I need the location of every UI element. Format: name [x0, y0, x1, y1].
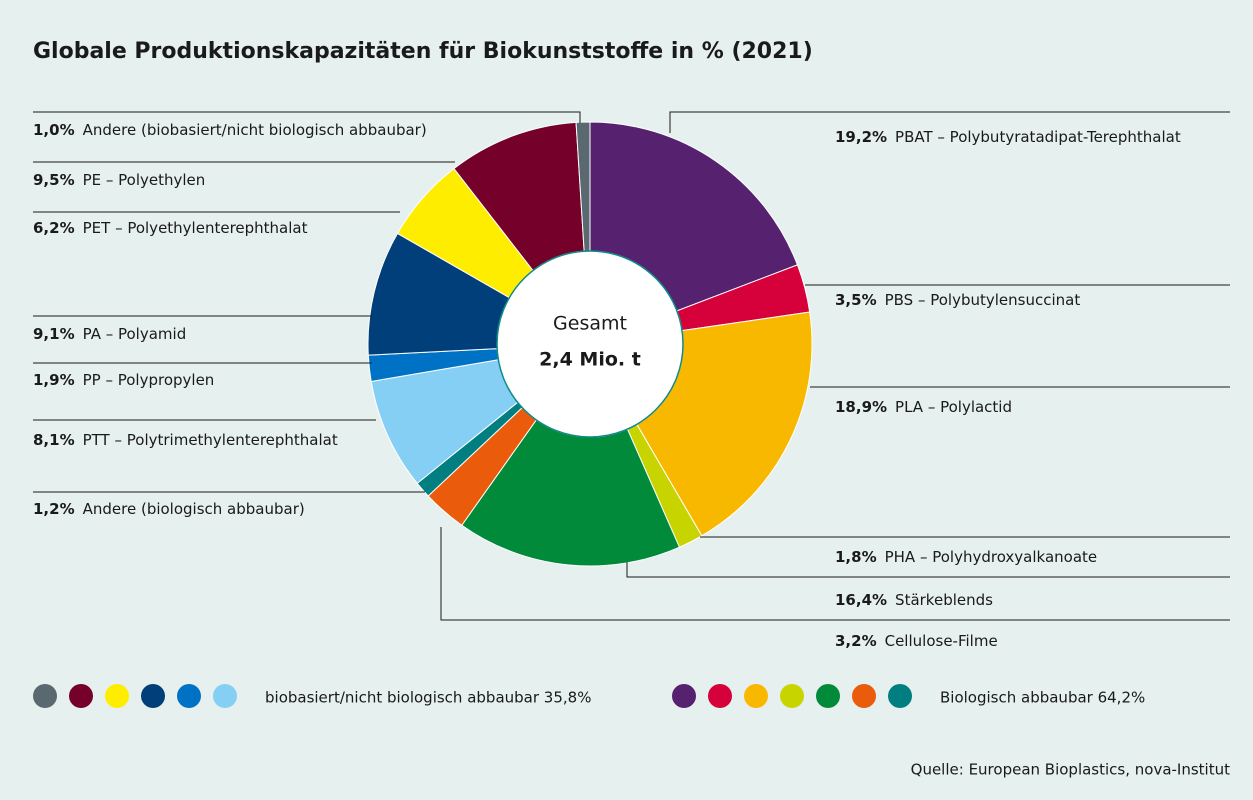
segment-value-label: 3,2%: [835, 632, 877, 650]
segment-value-label: 9,1%: [33, 325, 75, 343]
legend-dot: [213, 684, 237, 708]
segment-name: PHA – Polyhydroxyalkanoate: [885, 548, 1098, 566]
segment-value-label: 3,5%: [835, 291, 877, 309]
segment-label: 8,1% PTT – Polytrimethylenterephthalat: [33, 431, 338, 449]
segment-name: PET – Polyethylenterephthalat: [83, 219, 308, 237]
segment-value-label: 19,2%: [835, 128, 887, 146]
legend-dot: [708, 684, 732, 708]
leader-line: [626, 562, 1230, 578]
segment-value-label: 9,5%: [33, 171, 75, 189]
segment-name: PTT – Polytrimethylenterephthalat: [83, 431, 338, 449]
source: Quelle: European Bioplastics, nova-Insti…: [911, 761, 1230, 779]
segment-label: 18,9% PLA – Polylactid: [835, 398, 1012, 416]
segment-label: 6,2% PET – Polyethylenterephthalat: [33, 219, 308, 237]
segment-label: 1,8% PHA – Polyhydroxyalkanoate: [835, 548, 1097, 566]
segment-value-label: 1,0%: [33, 121, 75, 139]
segment-name: PBS – Polybutylensuccinat: [885, 291, 1081, 309]
center-circle: [496, 250, 684, 438]
segment-label: 19,2% PBAT – Polybutyratadipat-Terephthal…: [835, 128, 1181, 146]
legend-dot: [780, 684, 804, 708]
segment-name: Stärkeblends: [895, 591, 993, 609]
segment-name: PP – Polypropylen: [83, 371, 215, 389]
segment-value-label: 16,4%: [835, 591, 887, 609]
legend-dot: [744, 684, 768, 708]
segment-value-label: 18,9%: [835, 398, 887, 416]
segment-value-label: 1,2%: [33, 500, 75, 518]
legend-label: biobasiert/nicht biologisch abbaubar 35,…: [265, 689, 591, 707]
legend-dot: [105, 684, 129, 708]
segment-value-label: 8,1%: [33, 431, 75, 449]
segment-name: PA – Polyamid: [83, 325, 187, 343]
segment-label: 1,0% Andere (biobasiert/nicht biologisch …: [33, 121, 427, 139]
leader-line: [33, 111, 581, 123]
legend-dot: [888, 684, 912, 708]
legend-dot: [141, 684, 165, 708]
segment-name: PBAT – Polybutyratadipat-Terephthalat: [895, 128, 1181, 146]
segment-value-label: 6,2%: [33, 219, 75, 237]
legend-dot: [33, 684, 57, 708]
legend-dot: [816, 684, 840, 708]
legend-dot: [852, 684, 876, 708]
segment-label: 3,2% Cellulose-Filme: [835, 632, 998, 650]
leader-line: [440, 527, 1230, 621]
segment-label: 16,4% Stärkeblends: [835, 591, 993, 609]
segment-name: PLA – Polylactid: [895, 398, 1012, 416]
segment-value-label: 1,8%: [835, 548, 877, 566]
segment-name: Andere (biologisch abbaubar): [83, 500, 305, 518]
segment-label: 3,5% PBS – Polybutylensuccinat: [835, 291, 1080, 309]
leader-line: [669, 111, 1230, 133]
segment-name: PE – Polyethylen: [83, 171, 206, 189]
segment-label: 9,5% PE – Polyethylen: [33, 171, 205, 189]
legend-dot: [177, 684, 201, 708]
legend-label: Biologisch abbaubar 64,2%: [940, 689, 1145, 707]
segment-name: Cellulose-Filme: [885, 632, 998, 650]
segment-label: 1,9% PP – Polypropylen: [33, 371, 214, 389]
chart-title: Globale Produktionskapazitäten für Bioku…: [33, 39, 813, 64]
segment-name: Andere (biobasiert/nicht biologisch abba…: [83, 121, 427, 139]
segment-value-label: 1,9%: [33, 371, 75, 389]
center-value: 2,4 Mio. t: [539, 349, 641, 371]
center-label: Gesamt: [553, 313, 627, 335]
legend-dot: [672, 684, 696, 708]
segment-label: 9,1% PA – Polyamid: [33, 325, 186, 343]
legend-dot: [69, 684, 93, 708]
segment-label: 1,2% Andere (biologisch abbaubar): [33, 500, 305, 518]
